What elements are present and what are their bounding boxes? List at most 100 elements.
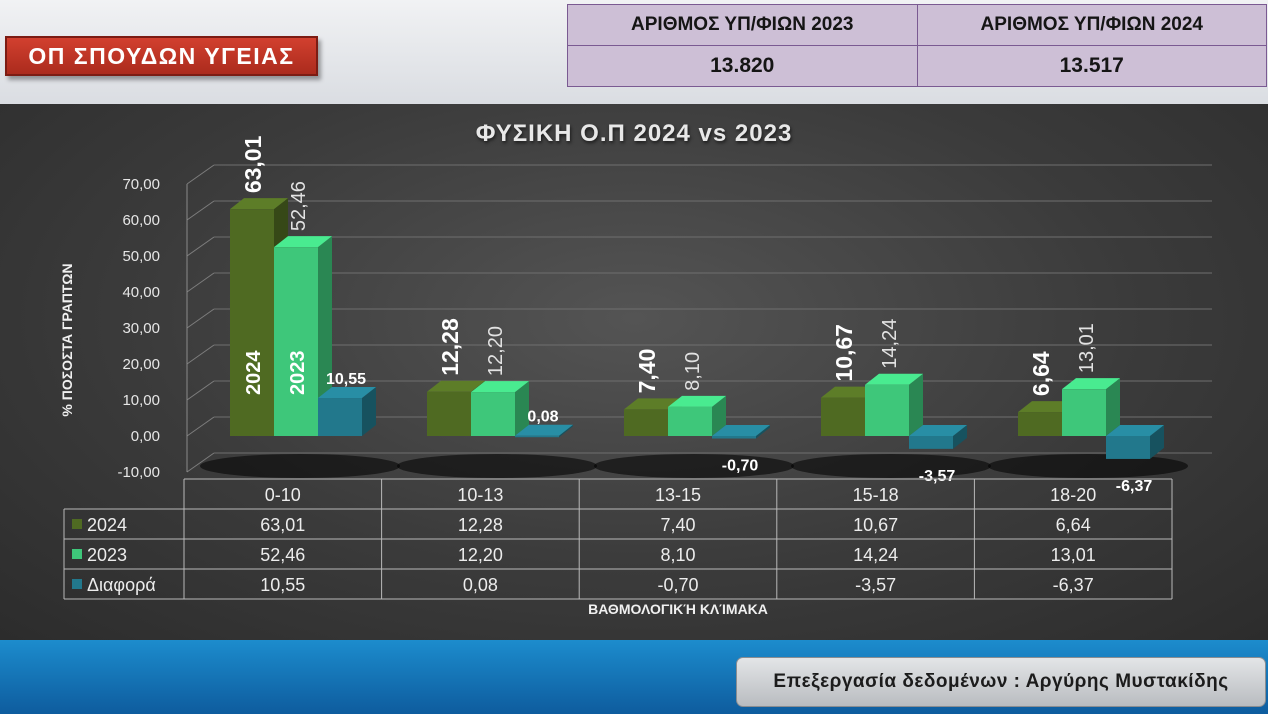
bar-Διαφορά: [318, 398, 362, 436]
bar-2024: [427, 391, 471, 436]
y-tick-label: 70,00: [122, 176, 160, 193]
data-label-diff: 10,55: [326, 371, 366, 388]
bar-top-2023: [274, 236, 332, 248]
credit-box: Επεξεργασία δεδομένων : Αργύρης Μυστακίδ…: [736, 657, 1266, 707]
bar-side-2023: [318, 236, 332, 436]
data-label-diff: 0,08: [527, 409, 558, 426]
bar-2023: [865, 384, 909, 436]
grid-diagonal: [186, 164, 215, 185]
bar-top-2024: [427, 380, 485, 392]
table-cell: 10,55: [260, 575, 305, 595]
candidates-2024-value: 13.517: [916, 45, 1267, 87]
data-label-diff: -0,70: [722, 458, 759, 475]
bar-side-2023: [712, 395, 726, 436]
table-cell: 7,40: [660, 515, 695, 535]
floor-shadow: [594, 454, 794, 478]
table-cell: 10,67: [853, 515, 898, 535]
data-label-diff: -6,37: [1116, 478, 1153, 495]
legend-swatch: [72, 579, 82, 589]
data-label-2023: 12,20: [485, 326, 507, 376]
bar-top-2023: [865, 373, 923, 385]
data-label-diff: -3,57: [919, 468, 956, 485]
in-bar-label: 2024: [243, 350, 265, 395]
bar-top-Διαφορά: [712, 425, 770, 436]
candidates-2024-label: ΑΡΙΘΜΟΣ ΥΠ/ΦΙΩΝ 2024: [916, 4, 1267, 46]
legend-label: 2023: [87, 545, 127, 565]
legend-swatch: [72, 519, 82, 529]
bar-side-Διαφορά: [756, 425, 770, 439]
bar-Διαφορά: [515, 435, 559, 438]
bar-Διαφορά: [1106, 436, 1150, 459]
grid-diagonal: [186, 236, 215, 257]
legend-swatch: [72, 549, 82, 559]
data-label-2024: 63,01: [240, 135, 266, 193]
grid-diagonal: [186, 200, 215, 221]
x-category-label: 18-20: [1050, 485, 1096, 505]
grid-diagonal: [186, 380, 215, 401]
bar-side-Διαφορά: [1150, 425, 1164, 459]
data-label-2024: 7,40: [634, 349, 660, 394]
table-cell: -6,37: [1053, 575, 1094, 595]
bar-top-2023: [668, 395, 726, 407]
bar-top-2023: [471, 381, 529, 393]
data-label-2023: 52,46: [288, 181, 310, 231]
bar-2024: [230, 209, 274, 436]
floor-shadow: [397, 454, 597, 478]
data-label-2024: 6,64: [1028, 351, 1054, 396]
floor-shadow: [791, 454, 991, 478]
floor-shadow: [200, 454, 400, 478]
bar-Διαφορά: [909, 436, 953, 449]
legend-label: 2024: [87, 515, 127, 535]
data-label-2024: 10,67: [831, 324, 857, 382]
table-cell: 12,28: [458, 515, 503, 535]
table-cell: -0,70: [657, 575, 698, 595]
grid-diagonal: [186, 308, 215, 329]
bar-side-2023: [515, 381, 529, 436]
table-cell: 14,24: [853, 545, 898, 565]
x-category-label: 10-13: [457, 485, 503, 505]
grid-diagonal: [186, 272, 215, 293]
y-tick-label: -10,00: [117, 464, 160, 481]
y-axis-title: % ΠΟΣΟΣΤΑ ΓΡΑΠΤΩΝ: [59, 263, 75, 416]
floor-shadow: [988, 454, 1188, 478]
bar-2023: [471, 392, 515, 436]
chart-panel: ΦΥΣΙΚΗ Ο.Π 2024 vs 2023: [0, 104, 1268, 640]
grid-diagonal: [186, 452, 215, 473]
bar-side-2023: [1106, 378, 1120, 436]
x-category-label: 15-18: [853, 485, 899, 505]
y-tick-label: 10,00: [122, 392, 160, 409]
y-tick-label: 30,00: [122, 320, 160, 337]
bar-2024: [1018, 412, 1062, 436]
table-cell: 52,46: [260, 545, 305, 565]
bar-top-2024: [821, 386, 879, 398]
x-category-label: 0-10: [265, 485, 301, 505]
grid-diagonal: [186, 344, 215, 365]
table-cell: 12,20: [458, 545, 503, 565]
bar-2023: [274, 247, 318, 436]
candidates-2023-value: 13.820: [567, 45, 918, 87]
data-label-2024: 12,28: [437, 318, 463, 376]
x-axis-title: ΒΑΘΜΟΛΟΓΙΚΉ ΚΛΊΜΑΚΑ: [588, 601, 768, 617]
page-title-badge: ΟΠ ΣΠΟΥΔΩΝ ΥΓΕΙΑΣ: [5, 36, 318, 76]
bar-2023: [668, 406, 712, 436]
candidates-count-table: ΑΡΙΘΜΟΣ ΥΠ/ΦΙΩΝ 2023 ΑΡΙΘΜΟΣ ΥΠ/ΦΙΩΝ 202…: [567, 4, 1267, 87]
grid-diagonal: [186, 416, 215, 437]
table-cell: 8,10: [660, 545, 695, 565]
table-cell: 13,01: [1051, 545, 1096, 565]
data-label-2023: 13,01: [1076, 323, 1098, 373]
bar-top-2024: [1018, 401, 1076, 413]
table-cell: -3,57: [855, 575, 896, 595]
bar-2024: [624, 409, 668, 436]
y-tick-label: 0,00: [131, 428, 160, 445]
y-tick-label: 40,00: [122, 284, 160, 301]
bar-top-2024: [624, 398, 682, 410]
table-cell: 63,01: [260, 515, 305, 535]
bar-side-Διαφορά: [953, 425, 967, 449]
data-label-2023: 14,24: [879, 319, 901, 369]
bar-2023: [1062, 389, 1106, 436]
bar-Διαφορά: [712, 436, 756, 439]
bar-top-Διαφορά: [1106, 425, 1164, 436]
bar-top-2023: [1062, 378, 1120, 390]
bar-2024: [821, 397, 865, 436]
table-cell: 6,64: [1056, 515, 1091, 535]
